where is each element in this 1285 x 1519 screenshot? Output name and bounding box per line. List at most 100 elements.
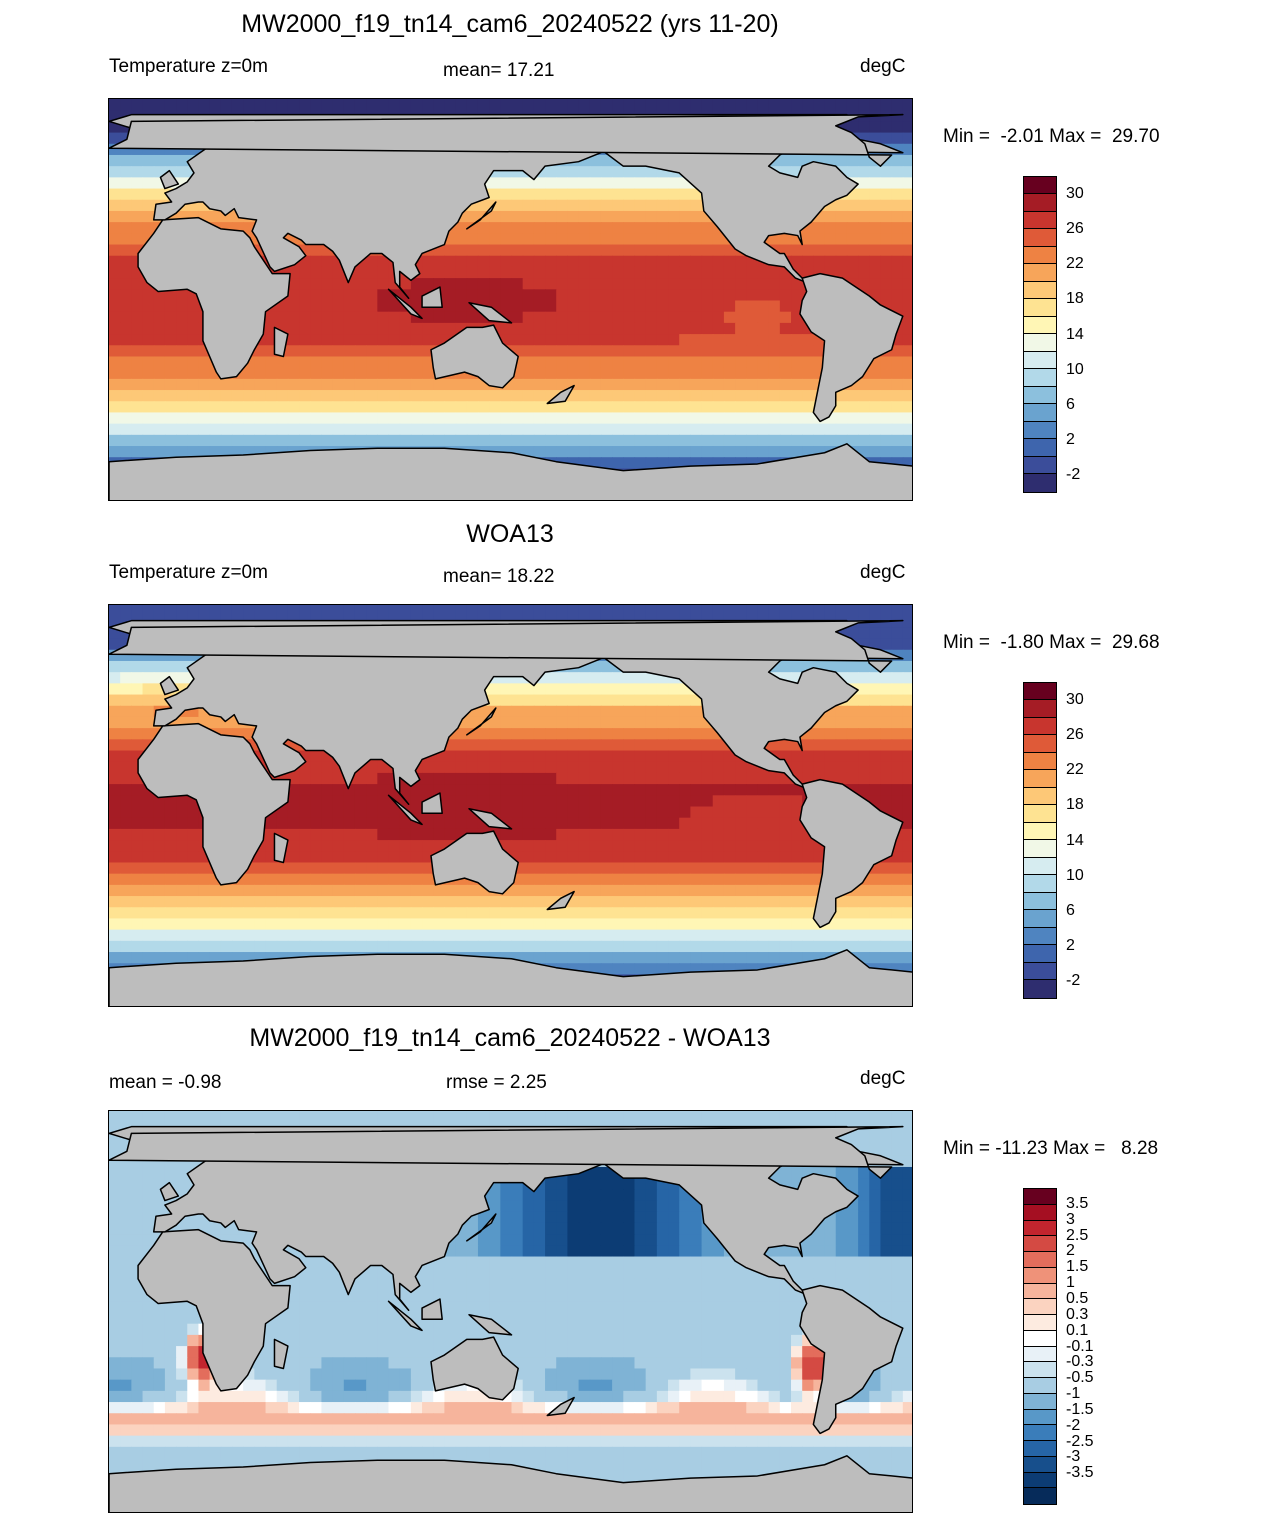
field-cell <box>556 940 569 953</box>
panel-title: MW2000_f19_tn14_cam6_20240522 (yrs 11-20… <box>241 10 779 38</box>
field-cell <box>567 963 580 976</box>
field-cell <box>656 728 669 740</box>
field-cell <box>500 918 513 931</box>
field-cell <box>791 739 803 752</box>
field-cell <box>310 795 323 808</box>
field-cell <box>746 390 759 402</box>
field-cell <box>477 401 490 414</box>
field-cell <box>444 401 457 414</box>
field-cell <box>366 423 378 436</box>
field-cell <box>656 851 669 864</box>
field-cell <box>153 806 166 819</box>
field-cell <box>120 132 132 145</box>
field-cell <box>690 806 703 819</box>
field-cell <box>690 705 703 718</box>
field-cell <box>578 99 591 111</box>
field-cell <box>701 806 714 819</box>
field-cell <box>858 896 870 908</box>
field-cell <box>545 334 557 346</box>
field-cell <box>712 862 725 875</box>
field-cell <box>679 255 691 268</box>
field-cell <box>176 423 188 436</box>
field-cell <box>645 345 658 358</box>
field-cell <box>902 345 912 358</box>
field-cell <box>109 739 121 752</box>
field-cell <box>153 322 166 335</box>
field-cell <box>813 99 826 111</box>
field-cell <box>142 300 155 313</box>
field-cell <box>533 300 546 313</box>
field-cell <box>891 672 904 684</box>
field-cell <box>880 423 893 436</box>
field-cell <box>176 143 188 156</box>
field-cell <box>623 401 636 414</box>
field-cell <box>533 828 546 841</box>
field-cell <box>612 694 624 707</box>
field-cell <box>880 627 893 640</box>
field-cell <box>779 605 792 617</box>
field-cell <box>567 929 580 942</box>
field-cell <box>354 289 367 302</box>
field-cell <box>690 457 703 470</box>
field-cell <box>455 322 468 335</box>
field-cell <box>422 311 434 324</box>
field-cell <box>354 266 367 279</box>
field-cell <box>131 683 144 696</box>
field-cell <box>612 423 624 436</box>
field-cell <box>746 918 759 931</box>
field-cell <box>354 434 367 447</box>
field-cell <box>164 649 177 662</box>
field-cell <box>612 233 624 246</box>
field-cell <box>545 177 557 190</box>
field-cell <box>723 244 736 257</box>
field-cell <box>120 605 132 617</box>
field-cell <box>824 412 837 425</box>
field-cell <box>153 840 166 852</box>
field-cell <box>466 378 479 391</box>
field-cell <box>164 851 177 864</box>
field-cell <box>209 605 222 617</box>
field-cell <box>321 918 334 931</box>
field-cell <box>813 356 826 369</box>
field-cell <box>891 356 904 369</box>
field-cell <box>891 334 904 346</box>
field-cell <box>366 390 378 402</box>
field-cell <box>109 952 121 964</box>
field-cell <box>701 862 714 875</box>
field-cell <box>511 952 524 964</box>
field-cell <box>746 99 759 111</box>
field-cell <box>578 177 591 190</box>
field-cell <box>779 784 792 796</box>
field-cell <box>109 884 121 897</box>
field-cell <box>869 210 882 223</box>
field-cell <box>556 907 569 920</box>
field-cell <box>623 177 636 190</box>
field-cell <box>343 862 356 875</box>
field-cell <box>522 918 535 931</box>
field-cell <box>701 233 714 246</box>
field-cell <box>791 896 803 908</box>
field-cell <box>310 99 323 111</box>
field-cell <box>287 873 300 886</box>
field-cell <box>354 896 367 908</box>
field-cell <box>779 289 792 302</box>
field-cell <box>209 390 222 402</box>
field-cell <box>802 728 814 740</box>
field-cell <box>578 446 591 458</box>
field-cell <box>567 806 580 819</box>
field-cell <box>690 356 703 369</box>
field-cell <box>623 862 636 875</box>
field-cell <box>399 862 412 875</box>
field-cell <box>500 828 513 841</box>
field-cell <box>556 952 569 964</box>
field-cell <box>444 918 457 931</box>
field-cell <box>120 683 132 696</box>
field-cell <box>880 728 893 740</box>
field-cell <box>846 401 859 414</box>
field-cell <box>388 940 401 953</box>
field-cell <box>735 423 747 436</box>
field-cell <box>858 177 870 190</box>
field-cell <box>377 817 390 830</box>
landmass <box>109 443 912 500</box>
field-cell <box>131 154 144 167</box>
